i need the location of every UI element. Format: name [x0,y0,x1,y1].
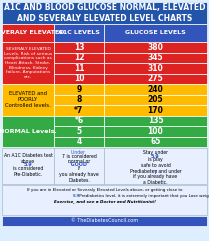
Text: if
you already have
Diabetes.: if you already have Diabetes. [59,167,99,183]
Text: 7 is considered
normal or: 7 is considered normal or [62,154,96,164]
Text: Exercise, and see a Doctor and Nutritionist!: Exercise, and see a Doctor and Nutrition… [54,200,155,204]
Text: 13: 13 [74,43,84,52]
FancyBboxPatch shape [2,148,54,184]
FancyBboxPatch shape [2,115,54,147]
FancyBboxPatch shape [104,63,207,74]
Text: 205: 205 [148,95,163,104]
Text: *7: *7 [74,106,84,115]
Text: 5.9: 5.9 [151,154,160,159]
FancyBboxPatch shape [2,84,54,115]
Text: 170: 170 [148,106,163,115]
FancyBboxPatch shape [54,63,104,74]
FancyBboxPatch shape [54,126,104,136]
FancyBboxPatch shape [2,216,207,226]
Text: 5.9: 5.9 [73,194,80,198]
Text: 8: 8 [76,95,82,104]
Text: 275: 275 [148,74,163,83]
FancyBboxPatch shape [104,148,207,184]
FancyBboxPatch shape [104,126,207,136]
FancyBboxPatch shape [54,84,104,94]
Text: An A1C Diabetes test
above: An A1C Diabetes test above [4,153,52,164]
Text: © TheDiabetesCouncil.com: © TheDiabetesCouncil.com [71,219,138,223]
Text: 12: 12 [74,53,84,62]
Text: 9: 9 [76,85,82,94]
FancyBboxPatch shape [54,115,104,126]
Text: if you already have
a Diabetic.: if you already have a Diabetic. [133,174,178,185]
Text: SEVERALY ELEVATED
Levels. Risk of serious
complications such as
Heart Attack, St: SEVERALY ELEVATED Levels. Risk of seriou… [4,47,52,79]
Text: ELEVATED and
POORLY
Controlled levels.: ELEVATED and POORLY Controlled levels. [5,91,51,108]
FancyBboxPatch shape [104,84,207,94]
FancyBboxPatch shape [54,74,104,84]
FancyBboxPatch shape [2,24,54,42]
Text: is considered
Pre-Diabetic.: is considered Pre-Diabetic. [13,166,43,177]
Text: 135: 135 [148,116,163,125]
Text: 380: 380 [148,43,163,52]
FancyBboxPatch shape [2,2,207,24]
Text: Under: Under [71,150,87,155]
FancyBboxPatch shape [104,53,207,63]
Text: 4: 4 [76,137,82,146]
Text: Prediabetics level, it is extremely important that you Lose weight,: Prediabetics level, it is extremely impo… [78,194,209,198]
FancyBboxPatch shape [54,53,104,63]
Text: 240: 240 [148,85,163,94]
FancyBboxPatch shape [104,105,207,115]
Text: 65: 65 [150,137,161,146]
FancyBboxPatch shape [54,94,104,105]
Text: 310: 310 [148,64,163,73]
FancyBboxPatch shape [54,105,104,115]
Text: A1C AND BLOOD GLUCOSE NORMAL, ELEVATED
AND SEVERALY ELEVATED LEVEL CHARTS: A1C AND BLOOD GLUCOSE NORMAL, ELEVATED A… [4,3,205,23]
Text: "GOOD": "GOOD" [68,162,90,167]
FancyBboxPatch shape [2,185,207,215]
Text: 7: 7 [154,170,157,175]
Text: A1C LEVELS: A1C LEVELS [58,31,100,35]
Text: 345: 345 [148,53,163,62]
Text: If you are in Elevated or Severaly Elevated Levels above, or getting close to: If you are in Elevated or Severaly Eleva… [27,188,182,192]
Text: 10: 10 [74,74,84,83]
Text: 11: 11 [74,64,84,73]
FancyBboxPatch shape [104,74,207,84]
FancyBboxPatch shape [104,24,207,42]
Text: Stay under: Stay under [143,150,168,155]
Text: 100: 100 [148,127,163,136]
FancyBboxPatch shape [54,42,104,53]
FancyBboxPatch shape [104,136,207,147]
FancyBboxPatch shape [104,42,207,53]
Text: SEVERALY ELEVATED: SEVERALY ELEVATED [0,31,64,35]
Text: *6: *6 [74,116,84,125]
FancyBboxPatch shape [54,24,104,42]
FancyBboxPatch shape [104,115,207,126]
FancyBboxPatch shape [2,42,54,84]
FancyBboxPatch shape [54,148,104,184]
Text: is play
safe to avoid
Prediabetes and under: is play safe to avoid Prediabetes and un… [130,157,181,174]
FancyBboxPatch shape [54,136,104,147]
Text: NORMAL Levels.: NORMAL Levels. [0,129,57,134]
Text: GLUCOSE LEVELS: GLUCOSE LEVELS [125,31,186,35]
FancyBboxPatch shape [104,94,207,105]
Text: 5: 5 [76,127,82,136]
Text: 5.9: 5.9 [24,162,32,167]
